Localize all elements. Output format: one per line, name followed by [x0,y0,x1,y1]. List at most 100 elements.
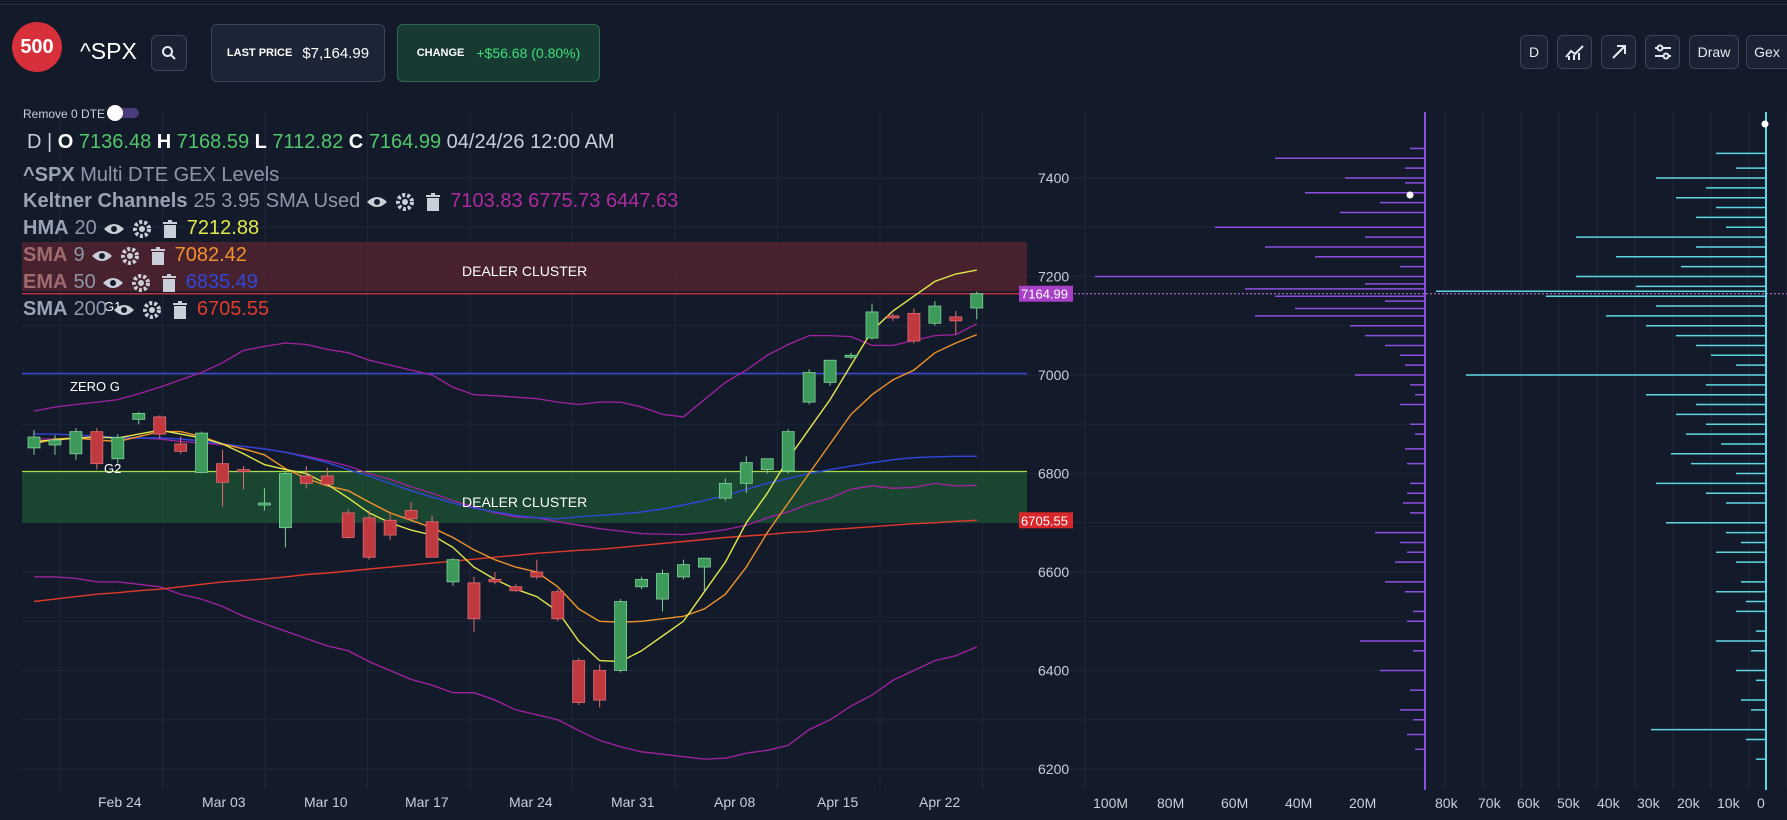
candle-body [718,482,732,499]
gex-button[interactable]: Gex [1746,35,1787,69]
oi-bars [1436,152,1766,760]
eye-icon[interactable] [113,299,135,321]
indicators-button[interactable] [1557,35,1592,69]
oi-x-tick-label: 10k [1717,795,1741,811]
grid-lines [22,112,1787,790]
trend-button[interactable] [1601,35,1636,69]
indicator-sma200[interactable]: SMA 200 6705.55 [23,298,269,321]
gex-marker-dot [1406,191,1414,199]
candle-body [111,437,125,460]
indicator-keltner[interactable]: Keltner Channels 25 3.95 SMA Used 7103.8… [23,190,678,213]
eye-icon[interactable] [103,218,125,240]
ohlc-high: 7168.59 [176,131,250,153]
ohlc-separator: | [47,131,53,153]
candle [299,466,313,489]
last-price-tag [1019,285,1073,302]
ticker-symbol[interactable]: ^SPX [80,38,137,64]
candle [153,415,167,440]
ohlc-close-label: C [348,131,364,153]
gex-x-tick-label: 80M [1157,795,1184,811]
remove-0dte-toggle[interactable] [107,105,139,121]
candle-body [216,463,229,483]
candle [467,576,481,633]
candle-body [174,443,188,452]
candle-body [258,502,271,506]
candle [258,488,271,511]
candle [718,478,732,501]
gear-icon[interactable] [141,299,163,321]
search-button[interactable] [151,35,187,71]
candle [844,352,858,360]
candle [425,515,439,558]
x-tick-label: Mar 24 [509,794,553,810]
candle [341,508,355,539]
eye-icon[interactable] [366,191,388,213]
candle-body [488,578,502,583]
candle-body [823,359,837,383]
candle [572,658,586,705]
ema50-name: EMA [23,271,68,293]
candle-body [69,431,83,455]
eye-icon[interactable] [91,245,113,267]
trash-icon[interactable] [422,191,444,213]
candle-body [970,293,984,309]
y-tick-label: 6400 [1038,663,1069,679]
indicator-sma9[interactable]: SMA 9 7082.42 [23,244,247,267]
candle-body [698,557,711,568]
trash-icon[interactable] [159,218,181,240]
indicator-hma[interactable]: HMA 20 7212.88 [23,217,259,240]
eye-icon[interactable] [102,272,124,294]
dealer-cluster-bottom-label: DEALER CLUSTER [462,494,587,510]
ohlc-low: 7112.82 [272,131,344,153]
draw-button[interactable]: Draw [1689,35,1739,69]
candle-body [781,431,795,472]
indicator-ema50[interactable]: EMA 50 6835.49 [23,271,258,294]
gear-icon[interactable] [130,272,152,294]
candle [488,572,502,585]
candle-body [299,475,313,484]
last-price-value: $7,164.99 [302,44,370,62]
candle-body [949,316,963,322]
dealer-cluster-top-zone [22,242,1027,292]
oi-x-tick-label: 40k [1597,795,1621,811]
candle-body [886,315,900,319]
candle [132,411,146,425]
zero-g-label: ZERO G [70,379,120,394]
candle [781,429,795,474]
trash-icon[interactable] [169,299,191,321]
trash-icon[interactable] [147,245,169,267]
candle [656,569,669,612]
y-tick-label: 7000 [1038,367,1069,383]
candle-body [530,571,544,578]
sma200-name: SMA [23,298,68,320]
change-label: CHANGE [416,47,465,59]
candle-body [320,475,334,485]
x-tick-label: Mar 31 [611,794,655,810]
sma200-value: 6705.55 [196,298,270,320]
settings-button[interactable] [1645,35,1680,69]
candle-body [404,510,418,520]
settings-sliders-icon [1654,44,1671,60]
candle-body [844,354,858,358]
gear-icon[interactable] [131,218,153,240]
gear-icon[interactable] [394,191,416,213]
candle-body [865,311,879,339]
candle [802,369,816,405]
candle-body [572,660,586,703]
toggle-knob[interactable] [107,105,123,121]
sma9-line [33,333,978,623]
candle-body [907,313,921,342]
timeframe-button[interactable]: D [1520,35,1548,69]
candle-body [635,578,648,588]
candle [404,502,418,521]
gex-title-symbol: ^SPX [23,164,75,186]
ohlc-datetime: 04/24/26 12:00 AM [446,131,615,153]
gex-x-tick-label: 60M [1221,795,1248,811]
x-tick-label: Mar 10 [304,794,348,810]
gear-icon[interactable] [119,245,141,267]
hma-params: 20 [74,217,97,239]
candle-body [48,439,62,446]
oi-x-tick-label: 80k [1435,795,1459,811]
trash-icon[interactable] [158,272,180,294]
